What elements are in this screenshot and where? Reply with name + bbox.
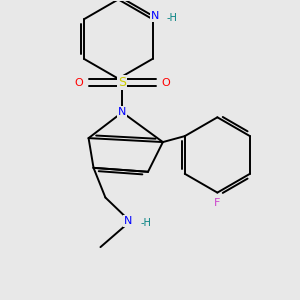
Text: -H: -H	[167, 13, 177, 23]
Text: O: O	[75, 78, 84, 88]
Text: F: F	[214, 197, 220, 208]
Text: N: N	[124, 216, 132, 226]
Text: N: N	[150, 11, 159, 21]
Text: N: N	[118, 107, 126, 117]
Text: -H: -H	[140, 218, 151, 228]
Text: O: O	[161, 78, 170, 88]
Text: S: S	[118, 76, 126, 89]
